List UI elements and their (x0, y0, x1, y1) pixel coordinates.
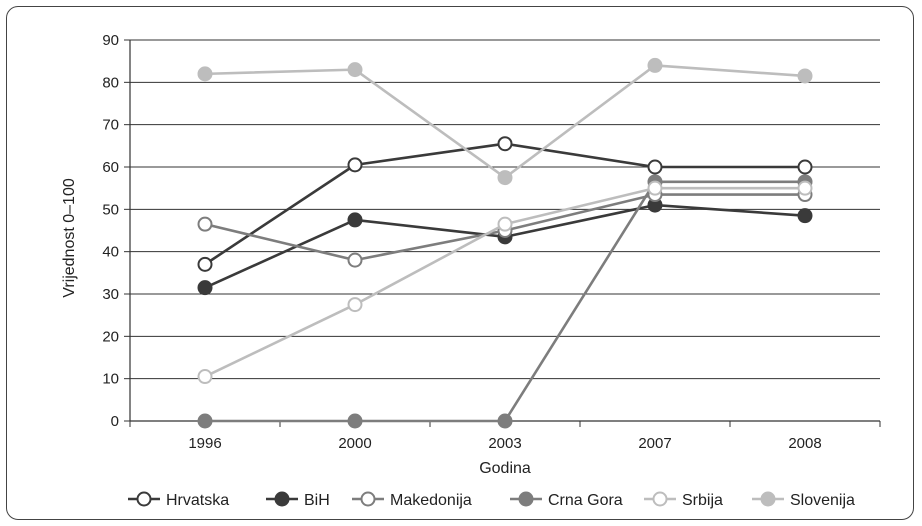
data-point (347, 413, 363, 429)
data-point (347, 62, 363, 78)
y-tick-label: 70 (102, 117, 119, 134)
legend-label: BiH (304, 492, 330, 509)
legend-swatch-marker (652, 491, 668, 507)
data-point (197, 66, 213, 82)
series-bih (197, 197, 813, 296)
x-tick-labels: 1996 2000 2003 2007 2008 (188, 435, 821, 452)
data-point (197, 369, 213, 385)
x-tick-label: 2007 (638, 435, 671, 452)
data-point (647, 57, 663, 73)
x-tick-label: 2000 (338, 435, 371, 452)
legend-swatch-marker (136, 491, 152, 507)
data-point (197, 413, 213, 429)
x-tick-label: 1996 (188, 435, 221, 452)
legend-item: Makedonija (352, 491, 472, 509)
legend-item: Srbija (644, 491, 723, 509)
legend-swatch-marker (760, 491, 776, 507)
data-point (647, 180, 663, 196)
data-point (797, 68, 813, 84)
data-point (347, 297, 363, 313)
legend-item: Crna Gora (510, 491, 623, 509)
series-hrvatska (197, 136, 813, 272)
data-point (347, 157, 363, 173)
x-tick-label: 2003 (488, 435, 521, 452)
series-lines (197, 57, 813, 429)
legend-item: BiH (266, 491, 330, 509)
legend-swatch-marker (360, 491, 376, 507)
data-point (797, 208, 813, 224)
y-tick-labels: 0 10 20 30 40 50 60 70 80 90 (102, 32, 119, 430)
y-tick-label: 50 (102, 201, 119, 218)
legend: Hrvatska BiH Makedonija Crna Gora Srbija Slov… (128, 491, 855, 509)
data-point (797, 159, 813, 175)
chart-frame (6, 6, 914, 520)
data-point (197, 256, 213, 272)
y-tick-label: 60 (102, 159, 119, 176)
series-line (204, 186, 805, 378)
data-point (347, 212, 363, 228)
series-crna-gora (197, 174, 813, 429)
data-point (497, 170, 513, 186)
y-axis-label: Vrijednost 0–100 (61, 178, 78, 298)
y-tick-label: 20 (102, 328, 119, 345)
legend-label: Crna Gora (548, 492, 623, 509)
y-tick-label: 90 (102, 32, 119, 49)
y-tick-label: 10 (102, 371, 119, 388)
legend-label: Hrvatska (166, 492, 229, 509)
legend-label: Slovenija (790, 492, 855, 509)
data-point (347, 252, 363, 268)
data-point (497, 216, 513, 232)
legend-label: Srbija (682, 492, 723, 509)
data-point (197, 216, 213, 232)
legend-swatch-marker (518, 491, 534, 507)
legend-item: Hrvatska (128, 491, 229, 509)
y-tick-label: 80 (102, 74, 119, 91)
legend-swatch-marker (274, 491, 290, 507)
y-tick-label: 30 (102, 286, 119, 303)
series-slovenija (197, 57, 813, 186)
data-point (497, 413, 513, 429)
gridlines (130, 39, 880, 380)
x-axis-label: Godina (479, 460, 531, 477)
y-tick-label: 0 (111, 413, 119, 430)
data-point (497, 136, 513, 152)
series-srbija (197, 180, 813, 385)
data-point (197, 280, 213, 296)
legend-item: Slovenija (752, 491, 855, 509)
data-point (647, 159, 663, 175)
data-point (797, 180, 813, 196)
x-tick-label: 2008 (788, 435, 821, 452)
y-tick-label: 40 (102, 244, 119, 261)
legend-label: Makedonija (390, 492, 472, 509)
